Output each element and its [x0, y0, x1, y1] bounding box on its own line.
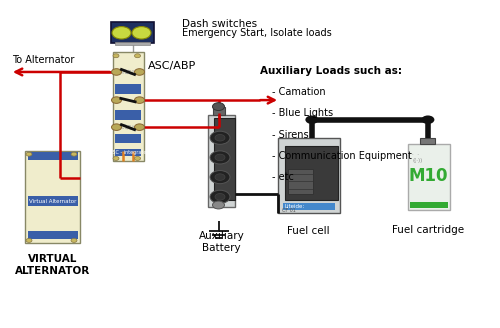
Text: M10: M10	[409, 167, 449, 185]
Bar	[115, 134, 141, 143]
Text: To Alternator: To Alternator	[12, 55, 75, 65]
Text: Fuel cell: Fuel cell	[287, 226, 330, 236]
Bar	[111, 22, 154, 43]
Bar	[212, 107, 225, 115]
Text: - Blue Lights: - Blue Lights	[272, 108, 334, 118]
Circle shape	[112, 69, 122, 75]
Text: - Camation: - Camation	[272, 87, 326, 97]
Text: Auxiliary Loads such as:: Auxiliary Loads such as:	[260, 66, 402, 75]
Circle shape	[215, 154, 225, 161]
Text: ·  ·
((·)): · · ((·))	[412, 152, 423, 163]
Text: Virtual Alternator: Virtual Alternator	[29, 198, 76, 204]
Circle shape	[113, 54, 119, 58]
Circle shape	[112, 97, 122, 103]
Text: - Communication Equipment: - Communication Equipment	[272, 151, 412, 161]
Bar	[115, 42, 150, 45]
Circle shape	[212, 103, 224, 111]
Bar	[115, 149, 141, 156]
Text: VIRTUAL
ALTERNATOR: VIRTUAL ALTERNATOR	[15, 254, 90, 276]
Text: ASC/ABP: ASC/ABP	[148, 61, 196, 71]
Circle shape	[212, 201, 224, 209]
Bar	[282, 203, 335, 210]
Bar	[420, 138, 435, 144]
Circle shape	[71, 152, 77, 156]
Circle shape	[71, 238, 77, 242]
Circle shape	[134, 156, 140, 160]
Text: Emergency Start, Isolate loads: Emergency Start, Isolate loads	[182, 28, 332, 38]
Circle shape	[112, 27, 131, 39]
Circle shape	[210, 171, 230, 184]
Text: Liteide:: Liteide:	[284, 204, 305, 209]
Circle shape	[215, 134, 225, 141]
Circle shape	[306, 115, 318, 124]
Text: Fuel cartridge: Fuel cartridge	[392, 225, 464, 235]
Bar	[410, 202, 448, 208]
Bar	[28, 152, 78, 160]
Circle shape	[134, 69, 144, 75]
Bar	[208, 115, 235, 207]
Bar	[278, 138, 340, 213]
Bar	[112, 52, 144, 161]
Circle shape	[210, 151, 230, 164]
Circle shape	[210, 131, 230, 144]
Circle shape	[215, 174, 225, 180]
Circle shape	[134, 124, 144, 131]
Text: Auxiliary
Battery: Auxiliary Battery	[198, 231, 244, 253]
Circle shape	[215, 194, 225, 200]
Text: ASC - integrate: ASC - integrate	[110, 150, 146, 155]
Bar	[25, 151, 80, 243]
Bar	[115, 84, 141, 93]
Bar	[28, 196, 78, 206]
Text: - etc: - etc	[272, 172, 294, 182]
Circle shape	[113, 156, 119, 160]
Bar	[408, 144, 450, 210]
Text: Dash switches: Dash switches	[182, 19, 258, 29]
Circle shape	[134, 97, 144, 103]
Circle shape	[422, 115, 434, 124]
Bar	[285, 146, 338, 200]
Bar	[28, 231, 78, 239]
Bar	[288, 169, 312, 194]
Circle shape	[132, 27, 151, 39]
Circle shape	[26, 152, 32, 156]
Text: - Sirens: - Sirens	[272, 130, 309, 139]
Circle shape	[210, 190, 230, 203]
Bar	[214, 118, 235, 200]
Circle shape	[112, 124, 122, 131]
Text: CF 01: CF 01	[282, 208, 296, 213]
Circle shape	[26, 238, 32, 242]
Bar	[115, 111, 141, 120]
Circle shape	[134, 54, 140, 58]
